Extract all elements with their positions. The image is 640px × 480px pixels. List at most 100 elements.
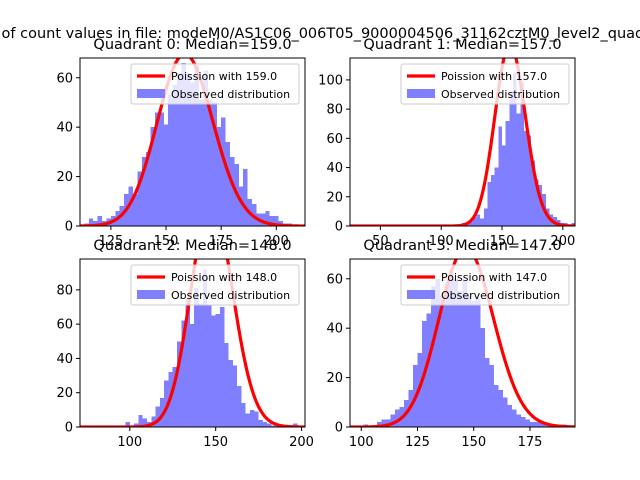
histogram-bar: [159, 397, 165, 427]
legend-label-observed: Observed distribution: [441, 88, 560, 101]
histogram-bar: [88, 218, 94, 226]
histogram-bar: [225, 142, 230, 226]
histogram-bar: [527, 135, 532, 226]
legend-patch-swatch: [137, 89, 165, 98]
histogram-bar: [489, 365, 494, 427]
histogram-bar: [520, 82, 524, 226]
axes-frame: [79, 57, 306, 227]
chart-panel-3: 100 125 150 175 0 20 40 60 Poission with 147.0 Ob…: [326, 238, 576, 450]
histogram-bar: [185, 72, 191, 226]
histogram-bar: [258, 420, 263, 427]
histogram-bar: [215, 313, 220, 427]
histogram-bar: [523, 131, 528, 226]
y-tick-label: 80: [326, 103, 343, 118]
x-tick-label: 175: [209, 234, 234, 249]
legend: Poission with 159.0 Observed distribution: [130, 63, 300, 105]
histogram-bar: [534, 422, 539, 427]
x-tick-label: 125: [98, 234, 123, 249]
histogram-bar: [137, 171, 142, 226]
histogram-bar: [155, 406, 160, 427]
histogram-bar: [453, 278, 458, 427]
histogram-bar: [494, 167, 499, 226]
histogram-bar: [498, 389, 503, 427]
histogram-bar: [426, 313, 431, 427]
histogram-bar: [449, 268, 454, 427]
histogram-bar: [138, 415, 143, 427]
x-tick-label: 200: [550, 234, 575, 249]
histogram-bar: [172, 367, 178, 427]
histogram-bar: [487, 182, 492, 226]
histogram-bar: [531, 160, 535, 226]
x-tick-label: 150: [461, 435, 486, 450]
histogram-bars: [84, 62, 292, 226]
x-tick-label: 150: [203, 435, 228, 450]
histogram-bar: [181, 320, 186, 427]
histogram-bar: [97, 216, 103, 226]
histogram-bar: [203, 70, 208, 226]
histogram-bar: [502, 145, 506, 226]
histogram-bar: [512, 72, 517, 226]
histogram-bar: [491, 174, 495, 226]
histogram-bar: [155, 112, 160, 226]
histogram-bar: [230, 156, 235, 226]
histogram-bar: [476, 298, 481, 427]
histogram-bar: [168, 95, 173, 226]
y-tick-label: 80: [56, 283, 73, 298]
legend-label-poisson: Poission with 157.0: [441, 70, 547, 83]
histogram-bar: [521, 417, 526, 427]
histogram-bar: [269, 216, 275, 226]
y-tick-label: 100: [318, 73, 343, 88]
y-tick-label: 0: [65, 220, 73, 235]
histogram-bar: [216, 127, 222, 226]
histogram-bar: [469, 221, 473, 226]
histogram-bar: [483, 208, 488, 226]
histogram-bar: [159, 112, 164, 226]
histogram-bar: [271, 425, 276, 427]
y-tick-label: 20: [56, 170, 73, 185]
histogram-bar: [181, 62, 186, 226]
histogram-bar: [164, 380, 169, 427]
legend-label-observed: Observed distribution: [441, 289, 560, 302]
y-tick-label: 0: [65, 421, 73, 436]
histogram-bar: [525, 419, 530, 427]
histogram-bar: [538, 185, 543, 226]
histogram-bar: [224, 343, 229, 427]
poisson-curve: [350, 259, 575, 427]
histogram-bar: [509, 91, 513, 226]
poisson-curve: [350, 58, 575, 226]
histogram-bar: [467, 296, 472, 427]
chart-panel-2: 100 150 200 0 20 40 60 80 Poission with 148.0 Obs…: [56, 238, 314, 450]
histogram-bar: [194, 288, 199, 427]
legend: Poission with 157.0 Observed distribution: [400, 63, 570, 105]
y-tick-label: 60: [56, 318, 73, 333]
axes-frame: [349, 57, 576, 227]
histogram-bar: [260, 213, 266, 226]
y-tick-label: 40: [56, 121, 73, 136]
legend-box: [400, 264, 570, 306]
histogram-bar: [377, 422, 382, 427]
y-tick-label: 20: [56, 386, 73, 401]
histogram-bar: [207, 100, 213, 226]
histogram-bar: [212, 102, 217, 226]
y-tick-label: 20: [326, 190, 343, 205]
legend-label-poisson: Poission with 148.0: [171, 271, 277, 284]
histogram-bar: [125, 421, 130, 427]
histogram-bar: [128, 186, 133, 226]
histogram-bar: [444, 283, 449, 427]
legend-patch-swatch: [137, 290, 165, 299]
histogram-bar: [172, 85, 178, 226]
histogram-bar: [237, 385, 242, 427]
histogram-bar: [150, 127, 155, 226]
histogram-bar: [507, 404, 512, 427]
y-tick-label: 40: [326, 161, 343, 176]
histogram-bar: [516, 414, 521, 427]
histogram-bar: [512, 409, 517, 427]
histogram-bar: [516, 113, 521, 226]
histogram-bar: [431, 286, 436, 427]
histogram-bar: [440, 296, 445, 427]
histogram-bar: [199, 100, 204, 226]
histogram-bar: [163, 124, 169, 226]
histogram-bar: [494, 385, 499, 427]
legend-label-observed: Observed distribution: [171, 289, 290, 302]
